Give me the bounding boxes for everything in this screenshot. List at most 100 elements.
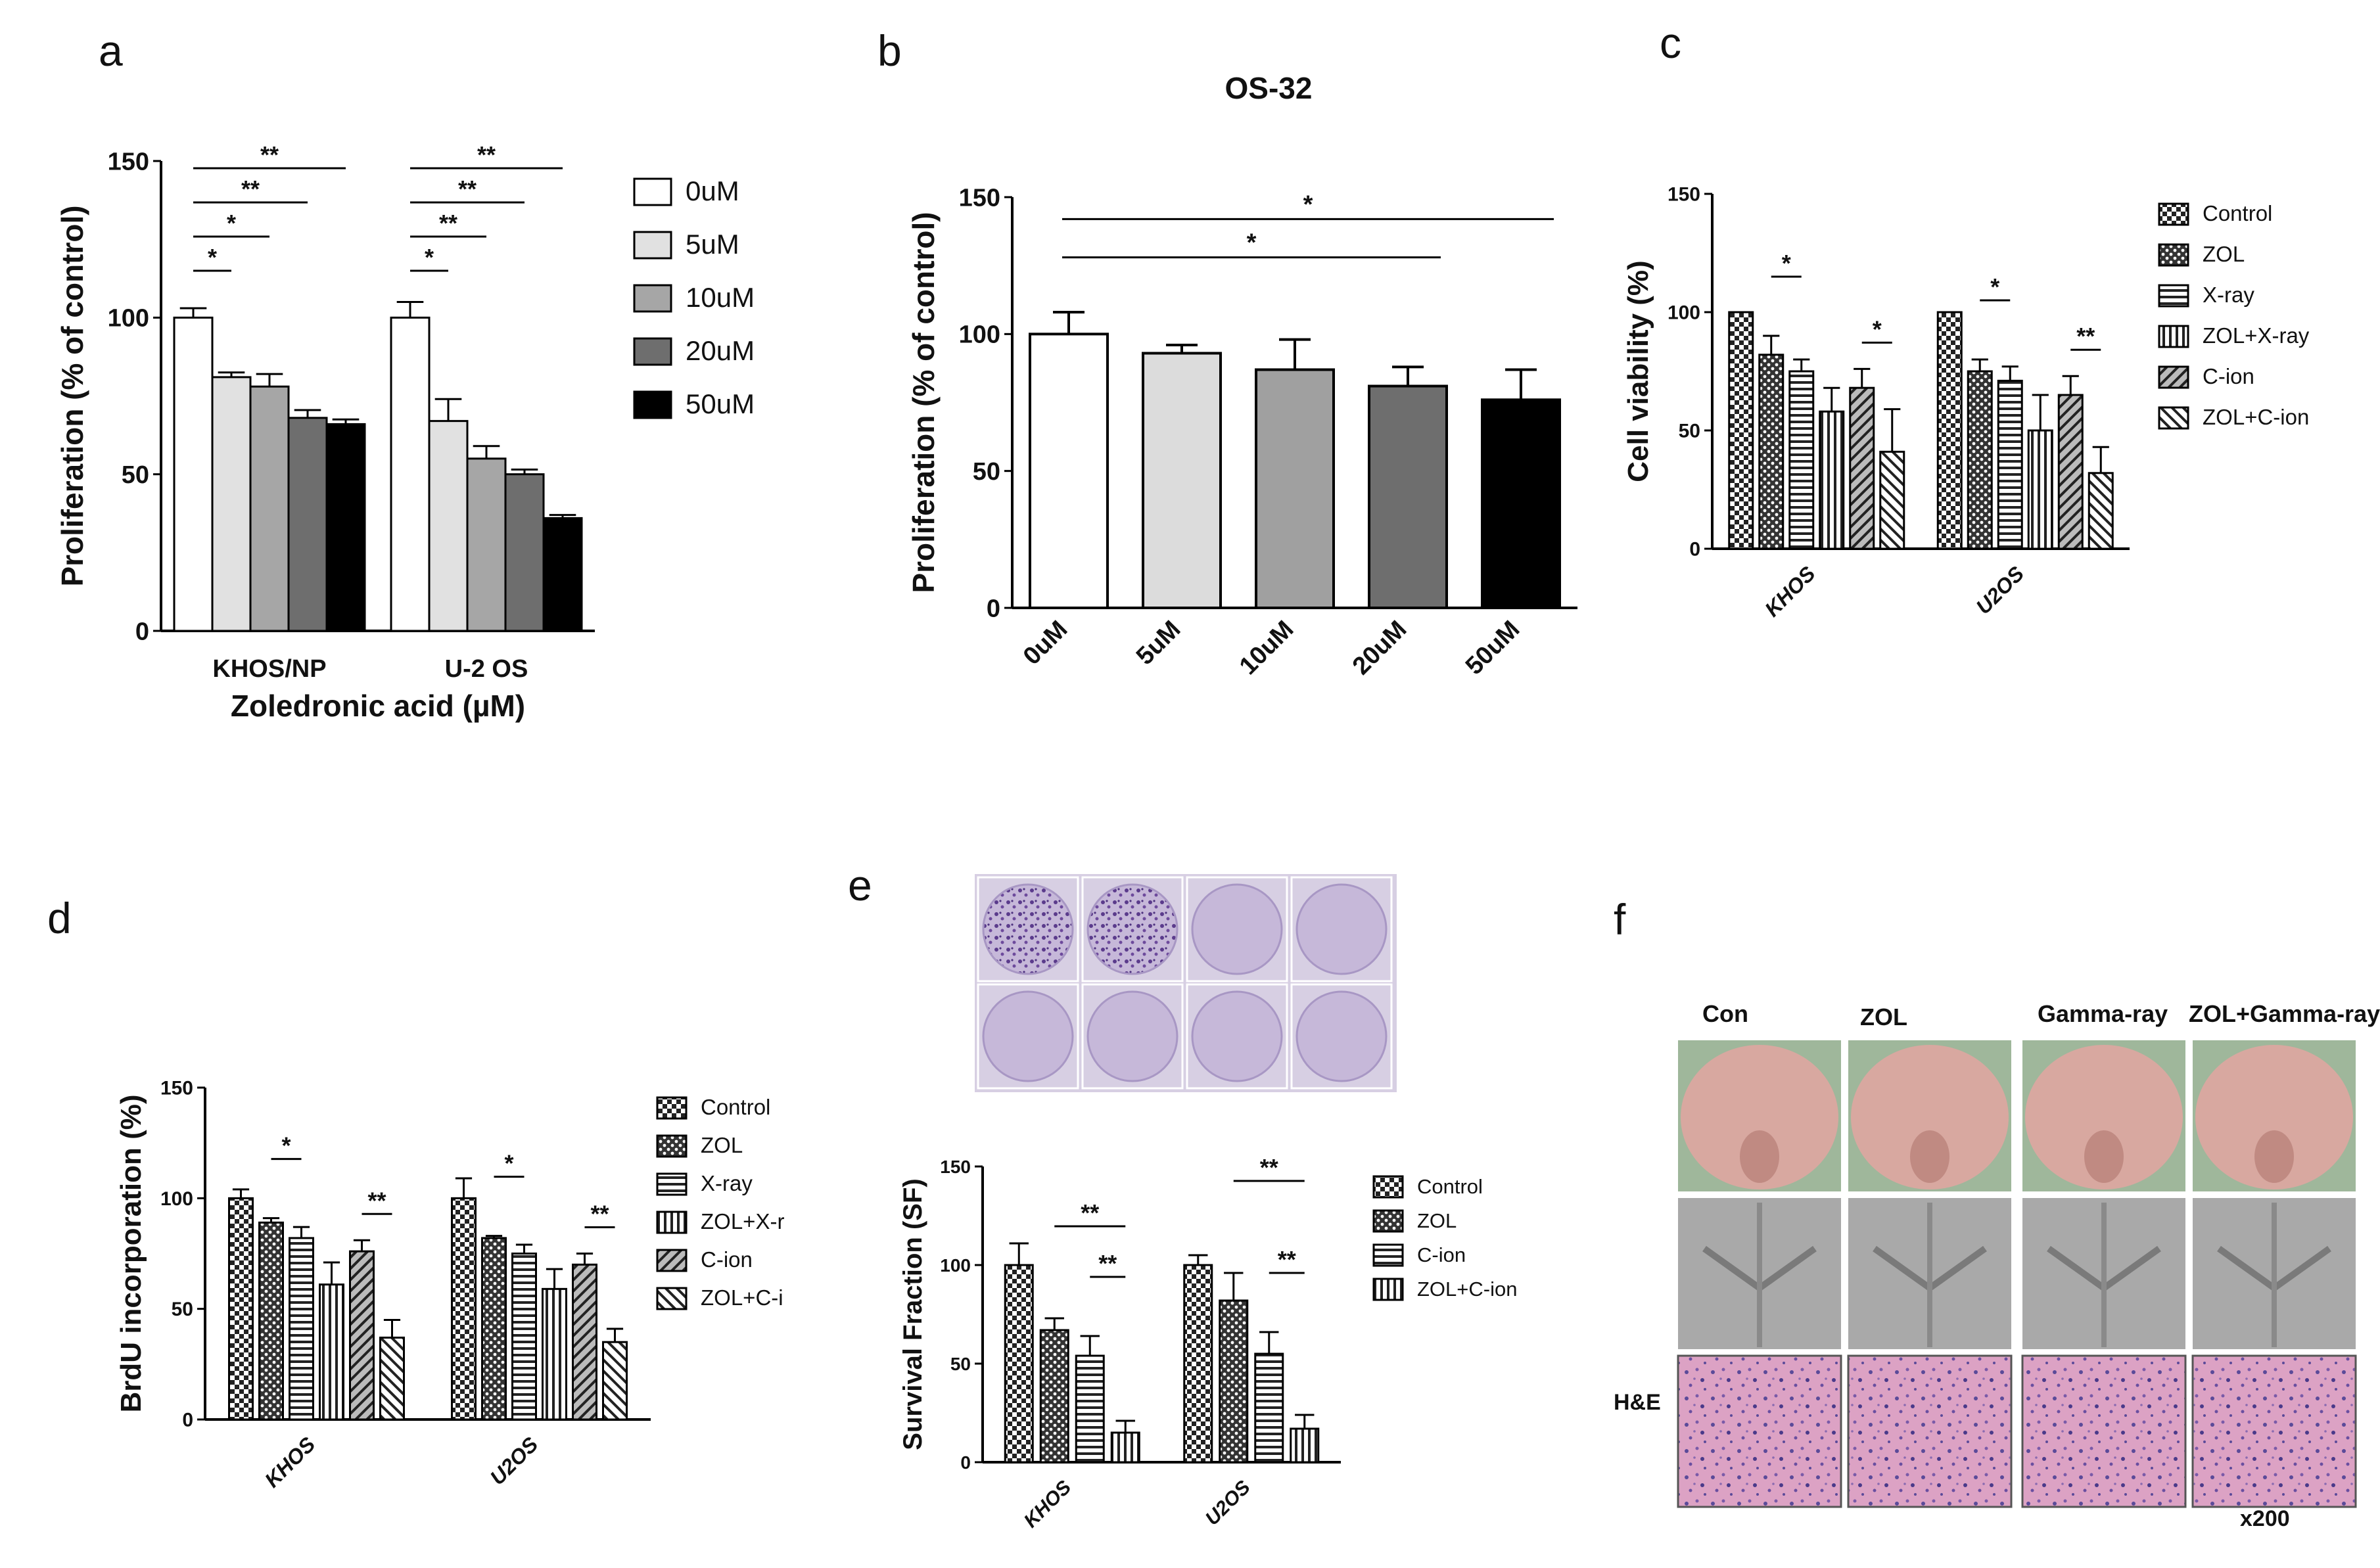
chart-a-legend-swatch-20um [633,337,672,366]
chart-e-bar-khos-c-ion [1075,1354,1105,1464]
culture-dish [982,883,1074,975]
chart-a-ytick-label: 0 [135,618,149,645]
chart-d-legend-swatch-c-ion [656,1249,688,1272]
chart-a-legend-label-50um: 50uM [686,388,755,419]
chart-a-bar-u-2-os-20um [504,473,545,632]
chart-d-legend-swatch-zol [656,1134,688,1158]
chart-e-legend-swatch-control [1372,1175,1404,1199]
chart-c-legend-swatch-zol-c-ion [2158,406,2189,430]
panel-f-images: Con ZOL Gamma-ray ZOL+Gamma-ray H&E x200 [1614,1000,2380,1531]
chart-e-bar-khos-control [1004,1264,1034,1464]
chart-a-category-label: KHOS/NP [212,655,326,683]
chart-c-legend-label-zol-x-ray: ZOL+X-ray [2203,323,2310,348]
chart-a-zoledronic-proliferation: 0 50 100 150 Proliferation (% of control) KHO… [55,141,755,723]
chart-c-bar-u2os-c-ion [2057,394,2084,550]
culture-dish [1086,990,1178,1082]
chart-c-legend-label-zol: ZOL [2203,242,2245,266]
chart-e-legend-swatch-zol-c-ion [1372,1278,1404,1301]
chart-e-significance-label: ** [1278,1246,1296,1273]
magnification-label: x200 [2240,1506,2290,1531]
he-stain-image [1677,1354,1842,1508]
chart-e-category-label: U2OS [1202,1477,1255,1530]
chart-c-bar-u2os-zol-c-ion [2088,472,2114,550]
mouse-tail-base [2254,1130,2294,1183]
chart-a-bar-khos-np-50um [325,423,366,632]
chart-c-ytick-label: 0 [1689,539,1700,561]
chart-b-bar-50um [1481,398,1561,609]
chart-a-x-axis-label: Zoledronic acid (µM) [231,689,525,723]
chart-c-bar-u2os-control [1936,311,1963,550]
chart-e-legend-label-c-ion: C-ion [1417,1243,1466,1266]
chart-a-bar-khos-np-0um [173,316,214,632]
chart-d-legend-label-c-ion: C-ion [701,1247,753,1272]
chart-b-category-label: 20uM [1347,616,1412,680]
chart-d-ytick-label: 150 [160,1078,193,1099]
mouse-body [2195,1045,2353,1189]
chart-d-y-axis-label: BrdU incorporation (%) [115,1095,147,1413]
panel-letter-a: a [99,26,123,75]
chart-c-bar-khos-c-ion [1849,386,1875,550]
chart-c-bar-khos-zol-c-ion [1879,450,1905,550]
culture-dish [1295,883,1388,975]
panel-letter-c: c [1660,18,1681,67]
chart-e-ytick-label: 100 [940,1255,971,1276]
chart-d-legend-label-zol: ZOL [701,1133,743,1157]
chart-c-significance-label: ** [2076,323,2095,350]
culture-dish [1086,883,1178,975]
chart-c-bar-u2os-zol [1967,370,1993,550]
mouse-body [2025,1045,2183,1189]
he-stain-image [2021,1354,2187,1508]
chart-d-bar-khos-zol-x-r [319,1283,344,1421]
chart-c-y-axis-label: Cell viability (%) [1622,260,1654,482]
chart-d-category-label: U2OS [485,1432,543,1490]
culture-dish [1295,990,1388,1082]
chart-b-significance-label: * [1303,191,1313,218]
chart-d-bar-u2os-control [451,1197,477,1421]
culture-dish [1191,990,1283,1082]
chart-c-legend-label-c-ion: C-ion [2203,364,2254,388]
chart-d-bar-khos-x-ray [289,1237,314,1421]
chart-d-legend-label-zol-x-r: ZOL+X-r [701,1209,784,1234]
chart-d-bar-u2os-x-ray [511,1253,537,1421]
chart-b-ytick-label: 0 [987,595,1000,622]
chart-a-significance-label: ** [241,175,260,202]
chart-e-ytick-label: 0 [960,1452,971,1473]
chart-c-bar-khos-zol [1758,354,1785,550]
chart-c-bar-khos-x-ray [1788,370,1815,550]
chart-a-bar-u-2-os-0um [390,316,431,632]
mouse-body [1851,1045,2009,1189]
chart-a-legend-swatch-10um [633,284,672,313]
chart-c-legend-label-x-ray: X-ray [2203,283,2254,307]
chart-d-significance-label: * [281,1132,291,1159]
chart-c-bar-khos-control [1728,311,1754,550]
he-stain-image [1847,1354,2013,1508]
chart-d-ytick-label: 100 [160,1188,193,1210]
chart-e-bar-u2os-c-ion [1254,1352,1284,1464]
chart-d-significance-label: * [504,1150,513,1177]
chart-d-significance-label: ** [590,1201,609,1228]
chart-e-bar-khos-zol-c-ion [1110,1431,1140,1464]
chart-a-ytick-label: 150 [108,148,149,175]
chart-c-bar-u2os-zol-x-ray [2027,429,2053,550]
he-stain-image [2191,1354,2357,1508]
chart-c-legend-swatch-zol [2158,243,2189,267]
chart-a-category-label: U-2 OS [445,655,528,683]
chart-b-category-label: 10uM [1234,616,1299,680]
chart-a-bar-khos-np-20um [287,417,328,632]
chart-d-legend-label-zol-c-i: ZOL+C-i [701,1285,783,1310]
mouse-tail-base [2084,1130,2124,1183]
panel-letter-e: e [848,861,872,910]
chart-c-significance-label: * [1873,315,1882,342]
chart-a-bar-u-2-os-5um [428,420,469,632]
chart-c-ytick-label: 50 [1679,421,1700,442]
chart-d-bar-u2os-zol-c-i [602,1341,628,1421]
chart-a-significance-label: ** [477,141,496,168]
chart-e-significance-label: ** [1081,1199,1099,1226]
chart-c-legend-swatch-zol-x-ray [2158,325,2189,348]
chart-e-significance-label: ** [1098,1250,1117,1277]
chart-e-legend-label-zol-c-ion: ZOL+C-ion [1417,1278,1517,1301]
chart-d-category-label: KHOS [260,1432,320,1492]
column-label-zol-gamma-ray: ZOL+Gamma-ray [2189,1000,2380,1027]
